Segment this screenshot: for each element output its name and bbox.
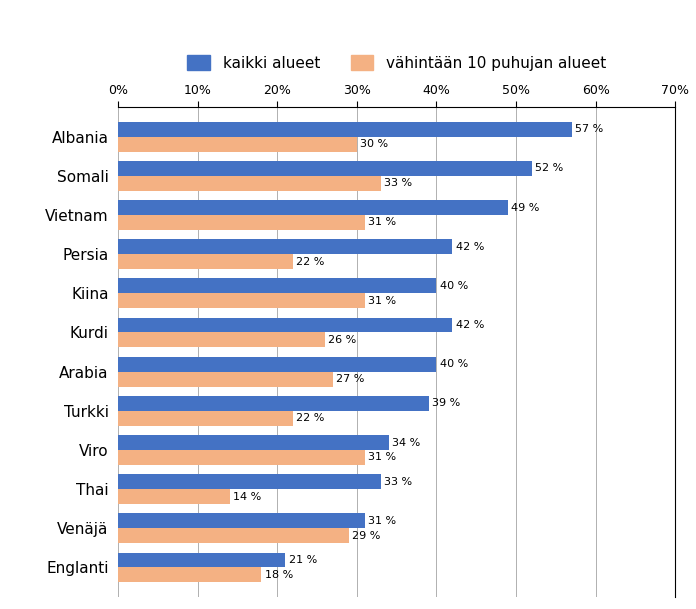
Text: 31 %: 31 % — [368, 516, 396, 526]
Bar — [118, 552, 285, 568]
Legend: kaikki alueet, vähintään 10 puhujan alueet: kaikki alueet, vähintään 10 puhujan alue… — [180, 47, 614, 79]
Bar — [118, 215, 365, 230]
Text: 18 %: 18 % — [264, 570, 293, 580]
Text: 33 %: 33 % — [384, 477, 412, 487]
Text: 49 %: 49 % — [512, 203, 539, 213]
Text: 26 %: 26 % — [329, 335, 356, 345]
Bar — [118, 239, 452, 254]
Text: 21 %: 21 % — [289, 555, 317, 565]
Bar — [118, 396, 429, 411]
Text: 42 %: 42 % — [456, 242, 484, 252]
Bar — [118, 200, 508, 215]
Text: 14 %: 14 % — [233, 491, 261, 502]
Text: 31 %: 31 % — [368, 217, 396, 227]
Bar — [118, 450, 365, 465]
Bar — [118, 528, 349, 543]
Bar — [118, 254, 293, 269]
Text: 31 %: 31 % — [368, 452, 396, 462]
Bar — [118, 513, 365, 528]
Bar — [118, 489, 230, 504]
Text: 33 %: 33 % — [384, 178, 412, 188]
Bar — [118, 568, 262, 582]
Text: 39 %: 39 % — [432, 398, 460, 409]
Text: 57 %: 57 % — [575, 124, 603, 134]
Bar — [118, 317, 452, 333]
Text: 40 %: 40 % — [440, 281, 468, 291]
Text: 52 %: 52 % — [535, 163, 563, 174]
Bar — [118, 357, 436, 371]
Bar — [118, 136, 357, 152]
Text: 30 %: 30 % — [360, 139, 388, 149]
Text: 22 %: 22 % — [296, 256, 325, 267]
Bar — [118, 294, 365, 308]
Bar — [118, 176, 381, 191]
Text: 40 %: 40 % — [440, 359, 468, 369]
Text: 22 %: 22 % — [296, 414, 325, 423]
Bar — [118, 333, 325, 347]
Text: 29 %: 29 % — [352, 530, 381, 541]
Text: 27 %: 27 % — [336, 374, 365, 384]
Bar — [118, 278, 436, 294]
Bar — [118, 474, 381, 489]
Bar — [118, 435, 389, 450]
Bar — [118, 161, 532, 176]
Text: 31 %: 31 % — [368, 296, 396, 306]
Text: 42 %: 42 % — [456, 320, 484, 330]
Bar — [118, 371, 333, 387]
Bar — [118, 411, 293, 426]
Bar — [118, 122, 571, 136]
Text: 34 %: 34 % — [392, 437, 420, 448]
